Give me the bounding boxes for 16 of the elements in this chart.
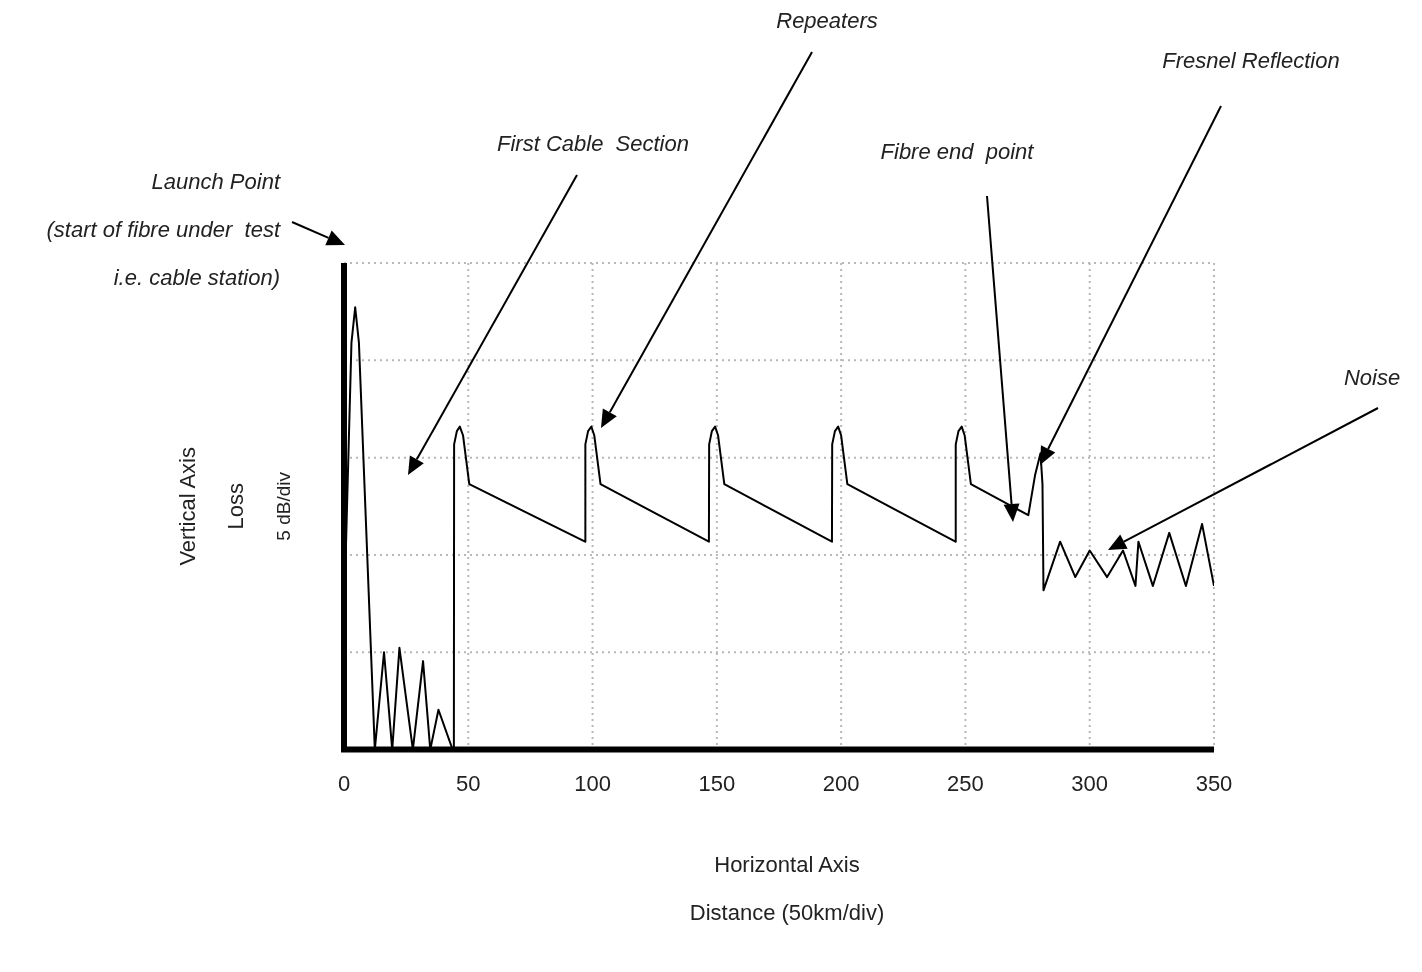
text: First Cable Section	[497, 131, 689, 157]
y-axis-title: Vertical Axis Loss 5 dB/div	[175, 447, 295, 566]
x-tick-label: 250	[947, 770, 984, 796]
text: Repeaters	[776, 8, 878, 34]
x-tick-label: 200	[822, 770, 860, 796]
text: Fibre end point	[880, 139, 1035, 165]
text: Noise	[1343, 365, 1401, 391]
x-tick-label: 100	[574, 770, 611, 796]
text: Fresnel Reflection	[1162, 48, 1340, 74]
text: Launch Point (start of fibre under test i.e. cable station)	[46, 169, 281, 291]
x-axis-title: Horizontal Axis Distance (50km/div)	[689, 851, 885, 925]
x-tick-label: 150	[698, 770, 736, 796]
x-tick-label: 300	[1071, 770, 1109, 796]
x-tick-label: 0	[337, 770, 351, 796]
x-tick-label: 50	[456, 770, 481, 796]
x-tick-label: 350	[1195, 770, 1233, 796]
